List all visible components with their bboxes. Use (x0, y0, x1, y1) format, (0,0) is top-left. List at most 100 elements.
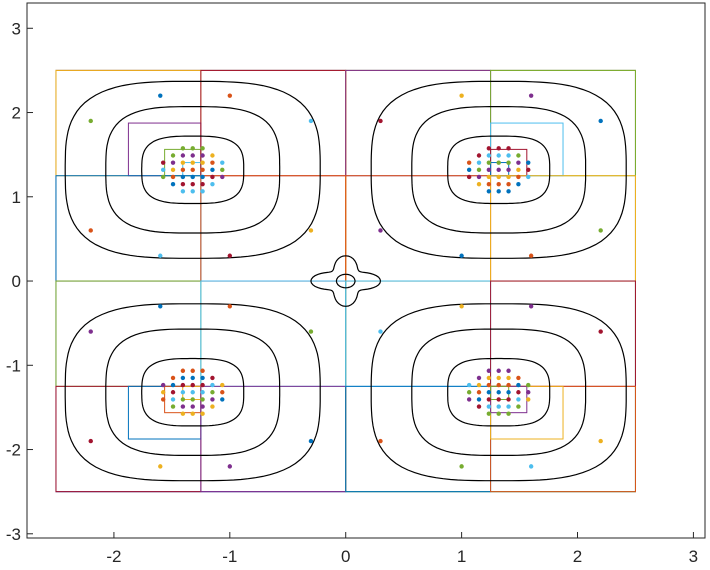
sample-point-87 (496, 167, 501, 173)
sample-point-36 (170, 174, 176, 180)
sample-point-140 (220, 397, 225, 402)
sample-point-45 (180, 153, 186, 158)
sample-point-104 (526, 167, 531, 173)
sample-point-169 (506, 382, 511, 388)
sample-point-84 (496, 189, 501, 194)
x-tick-label: 0 (341, 547, 350, 566)
sample-point-153 (486, 397, 492, 402)
sample-point-64 (210, 160, 215, 165)
sample-point-158 (496, 411, 501, 416)
sample-point-150 (476, 375, 482, 381)
sample-point-82 (486, 153, 492, 158)
sample-point-74 (476, 167, 482, 173)
sample-point-7 (598, 118, 603, 124)
sample-point-143 (466, 397, 472, 402)
contour-lower-left-middle-level-7 (105, 328, 281, 456)
sample-point-126 (190, 375, 195, 381)
sample-point-50 (190, 167, 195, 173)
sample-point-13 (227, 253, 233, 258)
x-tick-label: -1 (222, 547, 237, 566)
sample-point-17 (227, 464, 233, 469)
sample-point-151 (486, 411, 492, 416)
sample-point-125 (190, 382, 195, 388)
sample-point-27 (598, 329, 603, 334)
sample-point-19 (528, 464, 534, 469)
sample-point-42 (180, 174, 186, 180)
sample-point-127 (190, 368, 195, 373)
sample-point-170 (506, 375, 511, 381)
sample-point-86 (496, 174, 501, 180)
sample-point-122 (190, 404, 195, 409)
sample-point-175 (516, 382, 521, 388)
y-tick-label: -1 (6, 356, 21, 375)
sample-point-152 (486, 404, 492, 409)
sample-point-76 (476, 153, 482, 158)
y-tick-label: 0 (12, 272, 21, 291)
sample-point-154 (486, 390, 492, 395)
sample-point-32 (160, 174, 166, 180)
sample-point-148 (476, 390, 482, 395)
sample-point-156 (486, 375, 492, 381)
sample-point-106 (160, 397, 166, 402)
sample-point-34 (160, 160, 166, 165)
sample-point-162 (496, 382, 501, 388)
sample-point-130 (200, 397, 205, 402)
sample-point-56 (200, 174, 205, 180)
sample-point-91 (506, 189, 511, 194)
sample-point-41 (180, 181, 186, 187)
sample-point-135 (210, 404, 215, 409)
sample-points (88, 93, 603, 469)
sample-point-145 (466, 382, 472, 388)
sample-point-75 (476, 160, 482, 165)
sample-point-99 (516, 174, 521, 180)
sample-point-73 (476, 174, 482, 180)
sample-point-47 (190, 189, 195, 194)
sample-point-112 (170, 382, 176, 388)
sample-point-70 (466, 167, 472, 173)
sample-point-78 (486, 181, 492, 187)
sample-point-3 (528, 93, 534, 98)
sample-point-5 (308, 118, 314, 124)
subdivision-cell-19 (200, 280, 347, 387)
x-tick-label: 1 (457, 547, 466, 566)
sample-point-164 (496, 368, 501, 373)
sample-point-51 (190, 160, 195, 165)
sample-point-132 (200, 382, 205, 388)
subdivision-cell-28 (345, 385, 492, 493)
sample-point-167 (506, 397, 511, 402)
sample-point-116 (180, 397, 186, 402)
sample-point-15 (528, 253, 534, 258)
sample-point-111 (170, 390, 176, 395)
sample-point-142 (220, 382, 225, 388)
sample-point-61 (210, 181, 215, 187)
contour-upper-left-outer-level-2 (64, 80, 321, 259)
contour-upper-left-middle-level-1 (105, 105, 281, 234)
sample-point-102 (516, 153, 521, 158)
sample-point-131 (200, 390, 205, 395)
sample-point-157 (486, 368, 492, 373)
sample-point-85 (496, 181, 501, 187)
sample-point-38 (170, 160, 176, 165)
sample-point-123 (190, 397, 195, 402)
y-tick-label: 2 (12, 104, 21, 123)
contour-upper-right-innermost-level-3 (447, 135, 551, 205)
sample-point-22 (378, 438, 383, 444)
y-tick-label: 1 (12, 188, 21, 207)
sample-point-138 (210, 382, 215, 388)
sample-point-103 (526, 174, 531, 180)
sample-point-88 (496, 160, 501, 165)
sample-point-16 (158, 464, 163, 469)
sample-point-107 (160, 390, 166, 395)
sample-point-30 (459, 304, 464, 309)
contour-lower-right-outer-level-11 (370, 303, 627, 482)
sample-point-115 (180, 404, 186, 409)
sample-point-97 (506, 146, 511, 151)
sample-point-133 (200, 375, 205, 381)
sample-point-117 (180, 390, 186, 395)
sample-point-159 (496, 404, 501, 409)
contour-center-1 (310, 255, 382, 307)
sample-point-58 (200, 160, 205, 165)
sample-point-108 (160, 382, 166, 388)
sample-point-89 (496, 153, 501, 158)
